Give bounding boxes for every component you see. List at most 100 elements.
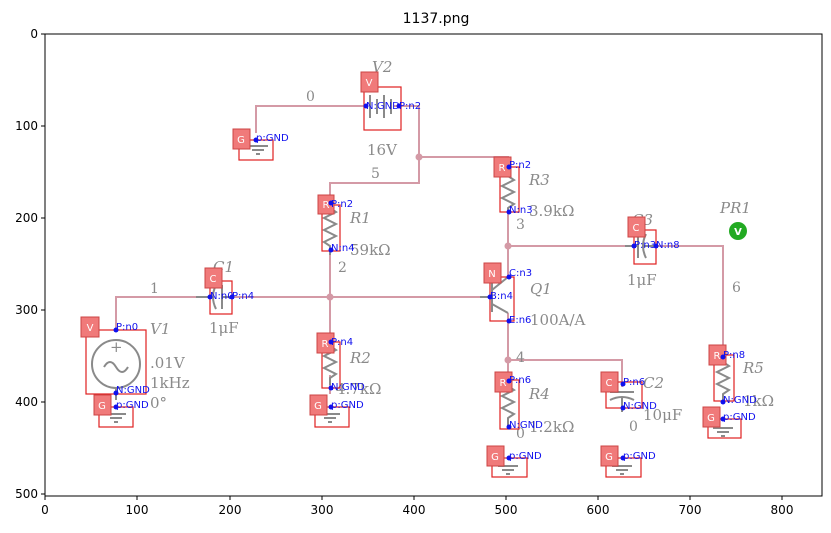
ground-tag: G xyxy=(237,135,245,146)
y-tick-label: 500 xyxy=(15,487,38,501)
pin-label: N:GND xyxy=(331,382,365,393)
x-tick-label: 700 xyxy=(679,503,702,517)
pin-label: N:n3 xyxy=(509,205,533,216)
ground-tag: G xyxy=(707,413,715,424)
pin-label: P:n4 xyxy=(331,337,353,348)
y-tick-label: 300 xyxy=(15,303,38,317)
component-name: Q1 xyxy=(530,280,552,298)
pin-label: p:GND xyxy=(623,451,656,462)
component-tag: C xyxy=(606,378,613,389)
net-label: 3 xyxy=(516,217,525,233)
ground-5: G p:GND xyxy=(600,445,656,478)
x-axis: 0 100 200 300 400 500 600 700 800 xyxy=(41,496,793,517)
pin-label: N:GND xyxy=(366,101,400,112)
component-q1: Q1 100A/A N C:n3 B:n4 E:n6 xyxy=(480,262,586,329)
ground-3: G p:GND xyxy=(309,394,364,428)
component-value: .01V xyxy=(150,354,186,372)
pin-label: N:n8 xyxy=(656,240,680,251)
x-tick-label: 100 xyxy=(126,503,149,517)
component-name: R2 xyxy=(349,349,371,367)
x-tick-label: 300 xyxy=(311,503,334,517)
component-name: R5 xyxy=(742,359,764,377)
component-c1: C1 1μF C N:n0 P:n4 xyxy=(196,258,254,337)
net-label: 2 xyxy=(338,260,347,276)
net-label: 5 xyxy=(371,166,380,182)
pin-label: p:GND xyxy=(331,400,364,411)
pin-label: P:n4 xyxy=(232,291,254,302)
pin-label: P:n8 xyxy=(723,350,745,361)
net-label: 0 xyxy=(516,426,525,442)
component-c3: C3 1μF C P:n3 N:n8 xyxy=(625,211,680,289)
pin-label: P:n2 xyxy=(331,199,353,210)
y-tick-label: 400 xyxy=(15,395,38,409)
component-r5: R5 1kΩ R P:n8 N:GND xyxy=(708,344,774,410)
pin-label: p:GND xyxy=(256,133,289,144)
pin-label: N:n4 xyxy=(331,243,355,254)
component-tag: C xyxy=(210,274,217,285)
component-value: 1μF xyxy=(627,271,657,289)
component-name: R4 xyxy=(528,385,550,403)
net-label: 4 xyxy=(516,350,525,366)
component-value: 16V xyxy=(367,141,398,159)
pin-label: P:n2 xyxy=(399,101,421,112)
x-tick-label: 0 xyxy=(41,503,49,517)
x-tick-label: 200 xyxy=(219,503,242,517)
component-v1: + V1 .01V 1kHz 0° V P:n0 N:GND xyxy=(80,316,190,412)
component-r1: R1 59kΩ R P:n2 N:n4 xyxy=(317,194,391,259)
figure-title: 1137.png xyxy=(403,11,470,27)
component-tag: C xyxy=(633,223,640,234)
pin-label: N:GND xyxy=(116,385,150,396)
component-tag: R xyxy=(499,163,506,174)
ground-1: G p:GND xyxy=(232,128,289,161)
ground-tag: G xyxy=(314,401,322,412)
wires xyxy=(115,105,724,394)
component-name: C2 xyxy=(643,374,664,392)
ground-tag: G xyxy=(491,452,499,463)
x-tick-label: 600 xyxy=(587,503,610,517)
component-r3: R3 3.9kΩ R P:n2 N:n3 xyxy=(493,156,574,220)
pin-label: p:GND xyxy=(723,412,756,423)
net-label: 1 xyxy=(150,281,159,297)
component-tag: V xyxy=(87,323,94,334)
probe-tag: V xyxy=(734,227,742,238)
component-name: R1 xyxy=(349,209,371,227)
component-value: 59kΩ xyxy=(350,241,391,259)
component-value: 10μF xyxy=(643,406,682,424)
pin-label: P:n6 xyxy=(623,377,645,388)
component-tag: R xyxy=(323,200,330,211)
component-value: 1μF xyxy=(209,319,239,337)
ground-4: G p:GND xyxy=(486,445,542,478)
ground-2: G p:GND xyxy=(93,394,149,428)
y-tick-label: 100 xyxy=(15,119,38,133)
pin-label: N:GND xyxy=(509,420,543,431)
component-value: 1kHz xyxy=(150,374,190,392)
component-tag: N xyxy=(488,269,495,280)
component-value: 1kΩ xyxy=(743,392,774,410)
net-label: 0 xyxy=(629,419,638,435)
component-tag: R xyxy=(322,339,329,350)
component-value: 4.7kΩ xyxy=(336,380,381,398)
y-tick-label: 0 xyxy=(30,27,38,41)
net-labels: 0 5 3 1 2 6 4 0 0 xyxy=(150,89,741,442)
pin-label: p:GND xyxy=(509,451,542,462)
component-name: PR1 xyxy=(719,199,751,217)
net-label: 0 xyxy=(306,89,315,105)
component-v2: V2 16V V N:GND P:n2 xyxy=(360,58,421,159)
pin-label: C:n3 xyxy=(509,268,532,279)
ground-tag: G xyxy=(98,401,106,412)
component-name: R3 xyxy=(528,171,550,189)
component-value: 100A/A xyxy=(530,311,586,329)
component-name: V1 xyxy=(150,320,170,338)
pin-label: B:n4 xyxy=(490,291,513,302)
net-label: 6 xyxy=(732,280,741,296)
pin-label: p:GND xyxy=(116,400,149,411)
y-axis: 0 100 200 300 400 500 xyxy=(15,27,45,501)
pin-label: P:n2 xyxy=(509,160,531,171)
pin-label: N:GND xyxy=(623,401,657,412)
pin-label: N:n0 xyxy=(210,291,234,302)
pin-label: N:GND xyxy=(723,395,757,406)
x-tick-label: 800 xyxy=(771,503,794,517)
ground-6: G p:GND xyxy=(702,406,756,439)
x-tick-label: 400 xyxy=(403,503,426,517)
